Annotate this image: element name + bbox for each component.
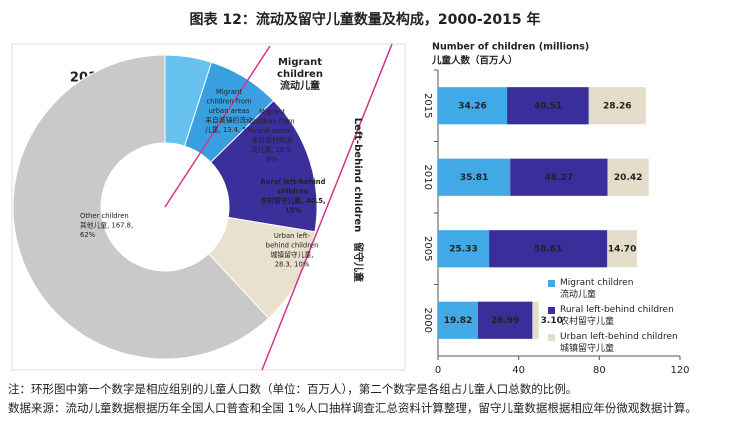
value-label: 48.27: [545, 173, 573, 183]
segment-label: children from: [206, 98, 252, 106]
legend-item: Rural left-behind children 农村留守儿童: [548, 304, 678, 328]
segment-label: 28.3, 10%: [275, 261, 310, 269]
segment-label: 8%: [267, 156, 278, 164]
divider: [261, 43, 393, 371]
segment-label: 城镇留守儿童,: [271, 250, 314, 259]
value-label: 40.51: [534, 101, 562, 111]
legend-label: Urban left-behind children 城镇留守儿童: [560, 332, 678, 354]
x-tick-label: 120: [670, 365, 689, 376]
value-label: 19.82: [444, 316, 472, 326]
notes: 注：环形图中第一个数字是相应组别的儿童人口数（单位：百万人），第二个数字是各组占…: [8, 380, 697, 418]
legend-swatch: [548, 334, 555, 341]
bar-segment: [607, 230, 637, 268]
segment-label: behind children: [266, 242, 319, 250]
legend-label: Migrant children 流动儿童: [560, 278, 634, 300]
value-label: 34.26: [458, 101, 486, 111]
value-label: 14.70: [608, 244, 636, 254]
segment-label: 62%: [80, 231, 96, 239]
axis-title: 儿童人数（百万人）: [431, 55, 518, 67]
value-label: 35.81: [460, 173, 488, 183]
segment-label: 其他儿童, 167.8,: [80, 221, 133, 230]
legend-swatch: [548, 280, 555, 287]
value-label: 3.10: [541, 316, 563, 326]
segment-label: rural areas: [254, 127, 291, 135]
segment-label: 来自城镇的流动: [205, 116, 253, 125]
axis-title: Number of children (millions): [432, 42, 589, 53]
segment-label: 动儿童, 20.9,: [251, 145, 293, 154]
bar-segment: [438, 158, 511, 196]
note: 注：环形图中第一个数字是相应组别的儿童人口数（单位：百万人），第二个数字是各组占…: [8, 382, 578, 396]
legend-label: Rural left-behind children 农村留守儿童: [560, 305, 674, 327]
group-label: 流动儿童: [280, 79, 320, 92]
segment-label: Migrant: [259, 108, 285, 116]
x-tick-label: 0: [435, 365, 441, 376]
x-tick-label: 80: [593, 365, 606, 376]
value-label: 28.26: [603, 101, 631, 111]
legend: Migrant children 流动儿童 Rural left-behind c…: [548, 277, 678, 358]
bar-segment: [438, 301, 478, 339]
segment-label: 农村留守儿童, 40.5,: [259, 196, 325, 205]
legend-swatch: [548, 307, 555, 314]
segment-label: children: [277, 188, 308, 196]
bar-segment: [477, 301, 533, 339]
segment-label: Other children: [80, 212, 129, 220]
segment-label: Rural left-behind: [260, 178, 325, 186]
value-label: 58.61: [534, 244, 562, 254]
segment-label: urban areas: [209, 107, 250, 115]
legend-item: Urban left-behind children 城镇留守儿童: [548, 331, 678, 355]
x-tick-label: 40: [512, 365, 525, 376]
note: 数据来源：流动儿童数据根据历年全国人口普查和全国 1%人口抽样调查汇总资料计算整…: [8, 401, 697, 415]
y-tick-label: 2015: [422, 93, 433, 118]
segment-label: 15%: [285, 207, 301, 215]
divider: [164, 45, 271, 208]
segment-label: Urban left-: [274, 232, 311, 240]
y-tick-label: 2005: [422, 236, 433, 261]
legend-item: Migrant children 流动儿童: [548, 277, 678, 301]
group-label: 留守儿童: [352, 242, 365, 282]
page-title: 图表 12：流动及留守儿童数量及构成，2000-2015 年: [190, 11, 541, 28]
bar-segment: [510, 158, 608, 196]
group-label: Left-behind children: [352, 118, 363, 233]
bar-segment: [438, 230, 490, 268]
value-label: 26.99: [491, 316, 519, 326]
donut-segment: [12, 54, 270, 360]
bar-segment: [507, 87, 589, 125]
bar-segment: [588, 87, 646, 125]
bar-segment: [489, 230, 608, 268]
segment-label: Migrant: [216, 88, 242, 96]
segment-label: 来自农村的流: [252, 136, 293, 145]
bar-segment: [438, 87, 508, 125]
value-label: 20.42: [614, 173, 642, 183]
group-label: Migrant: [278, 57, 322, 68]
donut-frame: [11, 43, 406, 371]
segment-label: children from: [249, 118, 295, 126]
bar-segment: [532, 301, 539, 339]
y-tick-label: 2000: [422, 308, 433, 333]
bar-segment: [607, 158, 649, 196]
y-tick-label: 2010: [422, 165, 433, 190]
value-label: 25.33: [449, 244, 477, 254]
segment-label: 儿童, 13.4, 5%: [205, 125, 254, 134]
group-label: children: [277, 69, 323, 80]
